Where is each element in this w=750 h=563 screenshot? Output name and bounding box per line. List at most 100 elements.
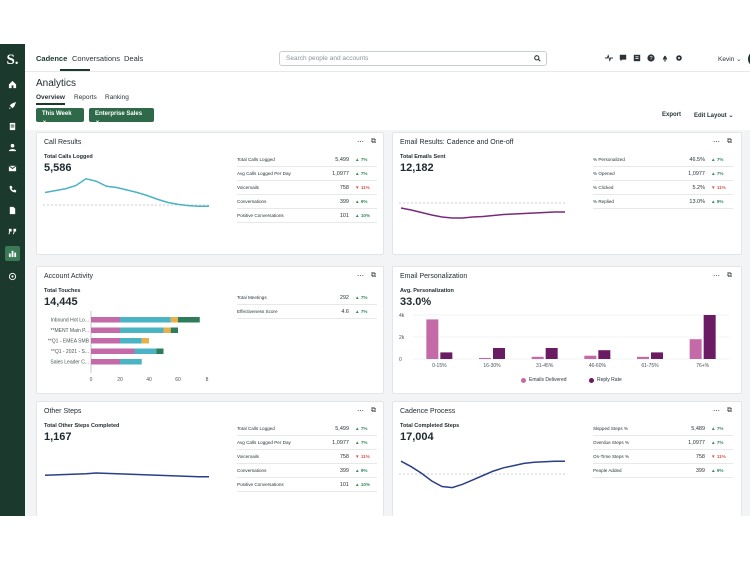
legend-swatch (521, 377, 526, 383)
x-tick-label: 8 (206, 377, 209, 383)
stat-value: 5.2% (692, 184, 705, 191)
card-title: Account Activity (44, 273, 94, 280)
subtab-overview[interactable]: Overview (36, 94, 65, 101)
stat-delta: ▲ 7% (711, 426, 723, 431)
search-input[interactable]: Search people and accounts (279, 51, 547, 66)
stat-value: 758 (339, 453, 349, 460)
expand-icon[interactable]: ⧉ (727, 272, 732, 279)
stat-value: 1,0977 (332, 439, 349, 446)
edit-layout-button[interactable]: Edit Layout ⌄ (694, 112, 733, 119)
person-icon[interactable] (5, 140, 20, 155)
nav-tab-conversations[interactable]: Conversations (72, 54, 120, 63)
analytics-icon[interactable] (5, 246, 20, 261)
stat-label: Total Calls Logged (237, 157, 275, 162)
stat-row: Avg Calls Logged Per Day 1,0977 ▲ 7% (237, 168, 377, 181)
arrow-up-icon: ▲ (355, 440, 360, 445)
trend-chart (399, 460, 567, 489)
more-icon[interactable]: ⋯ (713, 139, 720, 146)
bar-segment-2 (163, 327, 171, 333)
document-icon[interactable] (5, 203, 20, 218)
user-menu[interactable]: Kevin ⌄ (718, 55, 742, 63)
x-tick-label: 46-60% (589, 363, 607, 369)
stat-value: 5,499 (335, 156, 349, 163)
stat-row: Total Calls Logged 5,499 ▲ 7% (237, 154, 377, 167)
expand-icon[interactable]: ⧉ (371, 138, 376, 145)
rocket-icon[interactable] (5, 98, 20, 113)
stat-delta-value: 7% (716, 157, 724, 162)
stat-value: 4.6 (341, 308, 349, 315)
bar-reply-rate (440, 352, 453, 359)
subtab-ranking[interactable]: Ranking (105, 94, 129, 101)
y-tick-label: 0 (399, 357, 402, 363)
metric-label: Total Other Steps Completed (44, 423, 120, 429)
help-icon[interactable]: ? (647, 54, 655, 62)
x-tick-label: 76+% (696, 363, 709, 369)
bar-segment-1 (120, 317, 171, 323)
phone-icon[interactable] (5, 182, 20, 197)
arrow-down-icon: ▼ (711, 454, 716, 459)
email-results-card: Email Results: Cadence and One-off ⋯ ⧉ T… (392, 132, 742, 255)
subtab-reports[interactable]: Reports (74, 94, 97, 101)
x-tick-label: 61-75% (641, 363, 659, 369)
brand-logo[interactable]: S. (6, 52, 19, 68)
stat-row: Avg Calls Logged Per Day 1,0977 ▲ 7% (237, 437, 377, 450)
home-icon[interactable] (5, 77, 20, 92)
stat-delta-value: 11% (360, 454, 370, 459)
stat-label: Voicemails (237, 185, 259, 190)
filter-this-week-button[interactable]: This Week ⌄ (36, 108, 84, 124)
mail-icon[interactable] (5, 161, 20, 176)
bar-segment-2 (170, 317, 178, 323)
stat-delta: ▼ 11% (711, 454, 726, 459)
arrow-up-icon: ▲ (711, 171, 716, 176)
export-button[interactable]: Export (662, 112, 682, 118)
nav-tab-cadence[interactable]: Cadence (36, 54, 68, 63)
arrow-up-icon: ▲ (355, 309, 360, 314)
legend-emails-delivered: Emails Delivered (521, 377, 567, 383)
stat-value: 399 (339, 467, 349, 474)
expand-icon[interactable]: ⧉ (371, 407, 376, 414)
stat-delta-value: 11% (360, 185, 370, 190)
activity-icon[interactable] (605, 54, 613, 62)
email-personalization-card: Email Personalization ⋯ ⧉ Avg. Personali… (392, 266, 742, 394)
account-activity-card: Account Activity ⋯ ⧉ Total Touches 14,44… (36, 266, 384, 394)
more-icon[interactable]: ⋯ (713, 408, 720, 415)
stat-value: 758 (695, 453, 705, 460)
arrow-up-icon: ▲ (711, 468, 716, 473)
more-icon[interactable]: ⋯ (713, 273, 720, 280)
expand-icon[interactable]: ⧉ (371, 272, 376, 279)
more-icon[interactable]: ⋯ (357, 273, 364, 280)
trend-line (44, 472, 209, 478)
clipboard-icon[interactable] (5, 119, 20, 134)
bar-reply-rate (493, 348, 505, 359)
target-icon[interactable] (5, 269, 20, 284)
bar-emails-delivered (689, 339, 702, 359)
metric-label: Avg. Personalization (400, 288, 454, 294)
chat-icon[interactable] (619, 54, 627, 62)
stat-delta-value: 7% (360, 426, 368, 431)
gear-icon[interactable] (675, 54, 683, 62)
more-icon[interactable]: ⋯ (357, 408, 364, 415)
expand-icon[interactable]: ⧉ (727, 138, 732, 145)
filter-team-button[interactable]: Enterprise Sales ⌄ (89, 108, 154, 124)
stat-delta-value: 7% (716, 440, 724, 445)
personalization-bar-chart: 4k 2k 0 0-15% 16-30% 31-45% 46-60% 61-75% 76+% (399, 313, 729, 369)
active-subtab-underline (36, 103, 65, 105)
stat-delta-value: 7% (360, 171, 368, 176)
rocket-launch-icon[interactable] (748, 51, 750, 67)
stat-delta: ▲ 7% (355, 426, 367, 431)
notes-icon[interactable] (633, 54, 641, 62)
bell-icon[interactable] (661, 54, 669, 62)
quote-icon[interactable] (5, 224, 20, 239)
stat-delta-value: 9% (716, 199, 724, 204)
more-icon[interactable]: ⋯ (357, 139, 364, 146)
stat-row: People Added 399 ▲ 9% (593, 465, 733, 478)
account-bar-chart: Inbound Hot Lo... **MENT Main P... **Q1 - … (48, 311, 209, 383)
stat-delta: ▼ 11% (355, 185, 370, 190)
trend-line (44, 177, 209, 207)
nav-tab-deals[interactable]: Deals (124, 54, 144, 63)
arrow-up-icon: ▲ (711, 199, 716, 204)
metric-value: 33.0% (400, 296, 432, 308)
expand-icon[interactable]: ⧉ (727, 407, 732, 414)
x-tick-label: 31-45% (536, 363, 554, 369)
stat-value: 399 (695, 467, 705, 474)
